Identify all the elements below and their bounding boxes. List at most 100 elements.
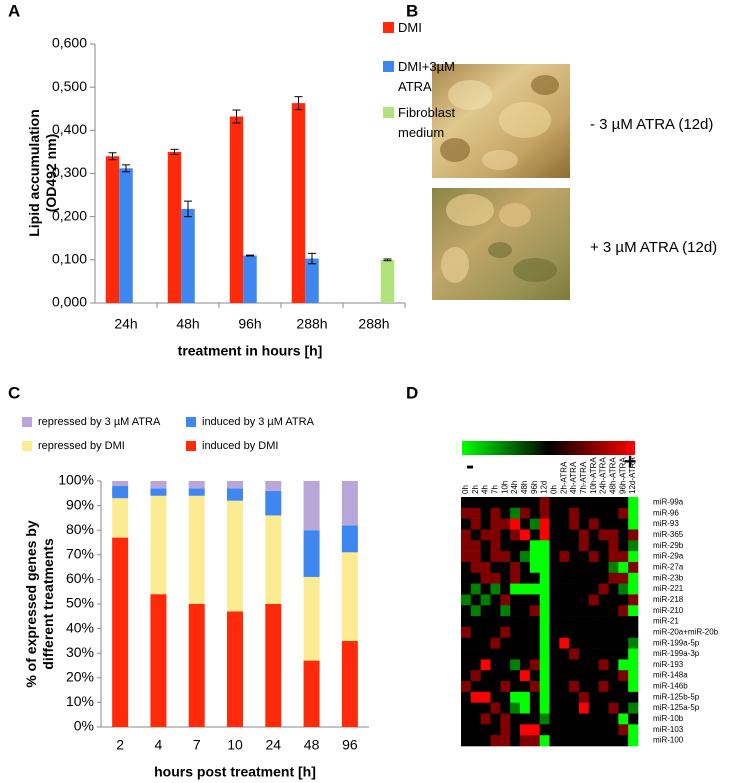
- x-tick-label: 4: [155, 737, 163, 753]
- heatmap-cell: [461, 691, 472, 703]
- heatmap-cell: [618, 551, 629, 563]
- heatmap-cell: [480, 637, 491, 649]
- heatmap-cell: [510, 724, 521, 736]
- bar-segment: [265, 481, 282, 491]
- heatmap-cell: [470, 561, 481, 574]
- heatmap-cell: [588, 561, 599, 574]
- heatmap-cell: [618, 594, 629, 606]
- bar-segment: [188, 604, 205, 727]
- error-bar: [108, 152, 117, 161]
- heatmap-cell: [588, 659, 599, 671]
- heatmap-cell: [461, 507, 472, 519]
- heatmap-cell: [579, 518, 590, 530]
- bar-segment: [341, 552, 358, 641]
- heatmap-cell: [588, 724, 599, 736]
- legend-swatch: [186, 417, 196, 427]
- bar-segment: [150, 594, 167, 727]
- column-label: 96h-ATRA: [618, 457, 627, 494]
- heatmap-cell: [588, 551, 599, 563]
- heatmap-cell: [461, 518, 472, 530]
- legend-label: Fibroblast medium: [398, 105, 456, 140]
- heatmap-cell: [510, 594, 521, 606]
- heatmap-cell: [520, 594, 531, 606]
- heatmap-cell: [628, 497, 639, 509]
- y-tick-label: 50%: [66, 595, 94, 611]
- heatmap-cell: [539, 724, 550, 736]
- heatmap-cell: [510, 702, 521, 714]
- heatmap-cell: [588, 540, 599, 552]
- heatmap-cell: [598, 626, 609, 639]
- heatmap-cell: [618, 605, 629, 617]
- heatmap-cell: [461, 594, 472, 606]
- heatmap-cell: [559, 691, 570, 703]
- heatmap-cell: [579, 670, 590, 682]
- heatmap-cell: [520, 713, 531, 725]
- heatmap-cell: [539, 561, 550, 574]
- heatmap-cell: [500, 648, 511, 660]
- heatmap-cell: [500, 572, 511, 584]
- heatmap-cell: [539, 497, 550, 509]
- heatmap-cell: [480, 572, 491, 584]
- heatmap-cell: [618, 648, 629, 660]
- row-label: miR-29a: [653, 552, 684, 561]
- column-label: 0h: [461, 485, 470, 494]
- heatmap-cell: [569, 681, 580, 693]
- heatmap-cell: [628, 637, 639, 649]
- legend-label: repressed by 3 µM ATRA: [38, 416, 161, 428]
- heatmap-cell: [510, 681, 521, 693]
- error-bar: [308, 252, 316, 265]
- heatmap-cell: [510, 497, 521, 509]
- heatmap-cell: [529, 648, 540, 660]
- heatmap-cell: [618, 626, 629, 639]
- error-bar: [170, 148, 179, 156]
- heatmap-cell: [549, 605, 560, 617]
- heatmap-cell: [510, 572, 521, 584]
- heatmap-cell: [470, 713, 481, 725]
- heatmap-cell: [618, 637, 629, 649]
- heatmap-cell: [618, 670, 629, 682]
- column-label: 12d: [540, 481, 549, 494]
- heatmap-cell: [510, 605, 521, 617]
- heatmap-cell: [628, 551, 639, 563]
- heatmap-cell: [529, 702, 540, 714]
- column-label: 48h: [520, 481, 529, 494]
- heatmap-cell: [598, 507, 609, 519]
- heatmap-cell: [559, 561, 570, 574]
- heatmap-cell: [520, 497, 531, 509]
- heatmap-cell: [529, 605, 540, 617]
- heatmap-cell: [510, 529, 521, 541]
- heatmap-cell: [588, 648, 599, 660]
- heatmap-cell: [628, 616, 639, 628]
- heatmap-cell: [520, 540, 531, 552]
- heatmap-cell: [539, 551, 550, 563]
- heatmap-cell: [598, 561, 609, 574]
- heatmap-cell: [461, 670, 472, 682]
- heatmap-cell: [628, 702, 639, 714]
- heatmap-cell: [559, 518, 570, 530]
- heatmap-cell: [520, 691, 531, 703]
- heatmap-cell: [549, 681, 560, 693]
- y-tick-label: 70%: [66, 546, 94, 562]
- row-label: miR-10b: [653, 714, 684, 723]
- heatmap-cell: [529, 572, 540, 584]
- heatmap-cell: [520, 605, 531, 617]
- heatmap-cell: [500, 735, 511, 747]
- heatmap-cell: [480, 626, 491, 639]
- heatmap-cell: [588, 681, 599, 693]
- heatmap-cell: [470, 616, 481, 628]
- heatmap-cell: [480, 681, 491, 693]
- heatmap-cell: [529, 561, 540, 574]
- row-label: miR-199a-5p: [653, 638, 700, 647]
- y-tick-label: 0%: [74, 718, 94, 734]
- micrograph-texture: [441, 194, 557, 283]
- row-label: miR-21: [653, 617, 679, 626]
- heatmap-cell: [608, 497, 619, 509]
- heatmap-cell: [579, 605, 590, 617]
- heatmap-cell: [598, 594, 609, 606]
- heatmap-cell: [480, 616, 491, 628]
- heatmap-cell: [559, 659, 570, 671]
- heatmap-cell: [549, 702, 560, 714]
- heatmap-cell: [510, 659, 521, 671]
- y-tick-label: 0,300: [52, 164, 87, 180]
- heatmap-cell: [598, 713, 609, 725]
